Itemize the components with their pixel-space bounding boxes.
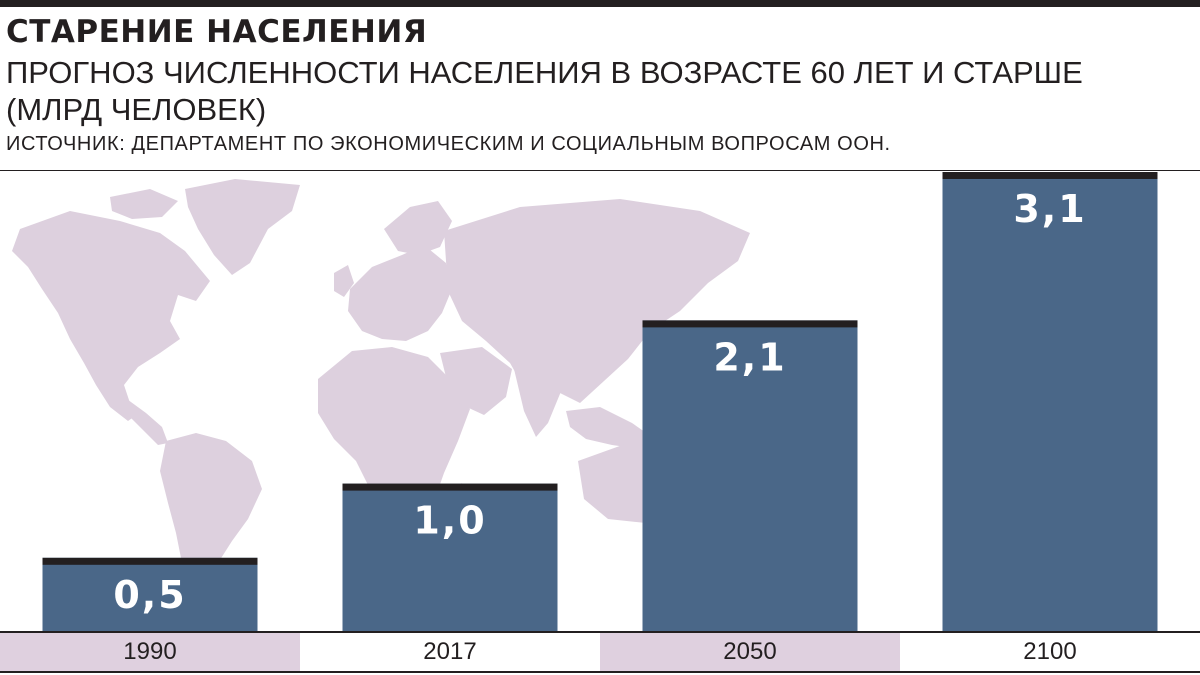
- map-north-america: [12, 211, 210, 421]
- map-uk: [334, 265, 354, 297]
- value-label-1990: 0,5: [113, 573, 186, 617]
- category-axis: 1990 2017 2050 2100: [0, 633, 1200, 671]
- category-label-2050: 2050: [600, 633, 900, 671]
- bar-2050: [642, 320, 858, 632]
- map-arctic-islands: [110, 189, 178, 219]
- value-label-2100: 3,1: [1013, 187, 1086, 231]
- category-label-2100: 2100: [900, 633, 1200, 671]
- value-label-2017: 1,0: [413, 499, 486, 543]
- map-india: [514, 363, 562, 437]
- category-label-1990: 1990: [0, 633, 300, 671]
- bar-cap-2017: [342, 483, 558, 491]
- bar-2100: [942, 172, 1158, 632]
- map-scandinavia: [384, 201, 452, 255]
- chart-area: 0,5 1,0 2,1 3,1: [0, 171, 1200, 632]
- bar-1990: [42, 557, 258, 632]
- bar-chart: 0,5 1,0 2,1 3,1: [42, 172, 1158, 632]
- header-divider: [0, 170, 1200, 171]
- bar-2017: [342, 483, 558, 632]
- bar-cap-2100: [942, 172, 1158, 179]
- map-arabia: [440, 347, 512, 415]
- map-asia: [444, 199, 750, 415]
- map-greenland: [185, 179, 300, 275]
- value-label-2050: 2,1: [713, 335, 786, 379]
- chart-subtitle: ПРОГНОЗ ЧИСЛЕННОСТИ НАСЕЛЕНИЯ В ВОЗРАСТЕ…: [6, 55, 1083, 127]
- map-se-asia: [566, 407, 652, 449]
- bar-cap-1990: [42, 557, 258, 565]
- category-label-2017: 2017: [300, 633, 600, 671]
- map-central-america: [124, 397, 168, 445]
- bottom-rule: [0, 671, 1200, 673]
- top-rule: [0, 0, 1200, 7]
- axis-line: [0, 631, 1200, 633]
- source-note: ИСТОЧНИК: ДЕПАРТАМЕНТ ПО ЭКОНОМИЧЕСКИМ И…: [6, 133, 891, 155]
- chart-title: СТАРЕНИЕ НАСЕЛЕНИЯ: [6, 14, 428, 50]
- bar-cap-2050: [642, 320, 858, 328]
- map-europe: [348, 245, 452, 341]
